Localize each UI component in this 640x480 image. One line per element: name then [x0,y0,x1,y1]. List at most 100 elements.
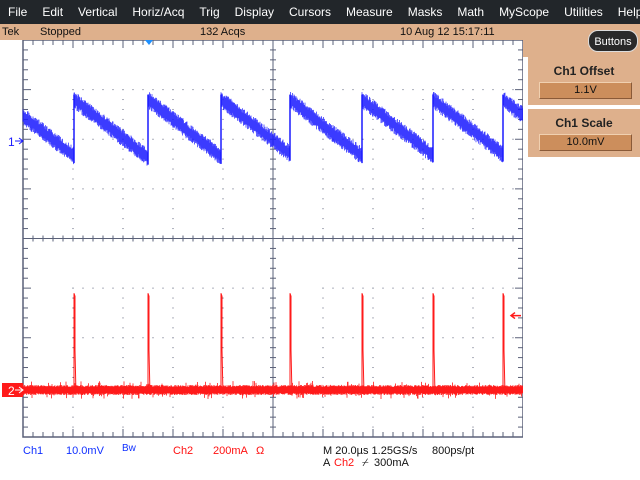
grid-dot [483,188,484,189]
menu-display[interactable]: Display [227,5,281,19]
grid-dot [163,139,164,140]
grid-dot [473,298,474,299]
grid-dot [73,198,74,199]
grid-dot [423,228,424,229]
menu-file[interactable]: File [0,5,34,19]
grid-dot [103,188,104,189]
grid-dot [413,188,414,189]
grid-dot [173,99,174,100]
menu-help[interactable]: Help [610,5,640,19]
grid-dot [153,188,154,189]
grid-dot [443,188,444,189]
grid-dot [173,397,174,398]
ch1-scale-value[interactable]: 10.0mV [539,134,632,151]
grid-dot [323,317,324,318]
trigger-level[interactable]: 300mA [374,457,409,469]
grid-dot [343,188,344,189]
grid-dot [473,427,474,428]
grid-dot [263,139,264,140]
menu-horizacq[interactable]: Horiz/Acq [124,5,191,19]
waveform-display[interactable]: 12 [0,40,523,443]
grid-dot [473,208,474,209]
trigger-source[interactable]: Ch2 [334,457,354,469]
grid-dot [233,89,234,90]
grid-dot [353,337,354,338]
grid-dot [123,188,124,189]
grid-dot [463,139,464,140]
grid-dot [123,427,124,428]
grid-dot [363,288,364,289]
grid-dot [123,317,124,318]
grid-dot [473,228,474,229]
grid-dot [233,139,234,140]
grid-dot [223,178,224,179]
grid-dot [223,159,224,160]
grid-dot [323,139,324,140]
grid-dot [173,109,174,110]
grid-dot [103,337,104,338]
grid-dot [233,288,234,289]
grid-dot [473,198,474,199]
ch2-label[interactable]: Ch2 [173,445,193,457]
grid-dot [373,139,374,140]
grid-dot [373,397,374,398]
grid-dot [173,198,174,199]
grid-dot [253,337,254,338]
grid-dot [453,188,454,189]
grid-dot [473,149,474,150]
grid-dot [393,89,394,90]
grid-dot [373,367,374,368]
grid-dot [143,337,144,338]
grid-dot [193,188,194,189]
ch1-scale-readout[interactable]: 10.0mV [66,445,104,457]
grid-dot [373,377,374,378]
grid-dot [423,178,424,179]
grid-dot [113,89,114,90]
grid-dot [323,327,324,328]
grid-dot [373,347,374,348]
menu-bar: File Edit Vertical Horiz/Acq Trig Display Curs… [0,0,640,24]
grid-dot [123,178,124,179]
ch1-label[interactable]: Ch1 [23,445,43,457]
trigger-prefix: A [323,457,330,469]
grid-dot [393,337,394,338]
grid-dot [173,347,174,348]
grid-dot [463,337,464,338]
grid-dot [323,417,324,418]
grid-dot [373,159,374,160]
ch2-spike [148,293,150,395]
grid-dot [123,119,124,120]
grid-dot [123,357,124,358]
grid-dot [323,228,324,229]
grid-dot [143,188,144,189]
grid-dot [373,317,374,318]
grid-dot [423,89,424,90]
grid-dot [123,99,124,100]
grid-dot [393,188,394,189]
menu-cursors[interactable]: Cursors [281,5,338,19]
menu-math[interactable]: Math [449,5,491,19]
grid-dot [423,139,424,140]
grid-dot [213,188,214,189]
grid-dot [223,149,224,150]
grid-dot [173,407,174,408]
grid-dot [453,288,454,289]
menu-edit[interactable]: Edit [34,5,70,19]
grid-dot [223,307,224,308]
buttons-button[interactable]: Buttons [588,30,638,52]
grid-dot [343,288,344,289]
grid-dot [213,288,214,289]
menu-vertical[interactable]: Vertical [70,5,124,19]
menu-masks[interactable]: Masks [400,5,450,19]
menu-myscope[interactable]: MyScope [491,5,556,19]
ch2-scale-readout[interactable]: 200mA [213,445,248,457]
menu-utilities[interactable]: Utilities [556,5,610,19]
menu-trig[interactable]: Trig [191,5,226,19]
grid-dot [143,89,144,90]
grid-dot [173,169,174,170]
ch1-offset-value[interactable]: 1.1V [539,82,632,99]
menu-measure[interactable]: Measure [338,5,400,19]
tek-logo: Tek [2,26,19,38]
grid-dot [153,139,154,140]
horizontal-readout[interactable]: M 20.0µs 1.25GS/s [323,445,417,457]
